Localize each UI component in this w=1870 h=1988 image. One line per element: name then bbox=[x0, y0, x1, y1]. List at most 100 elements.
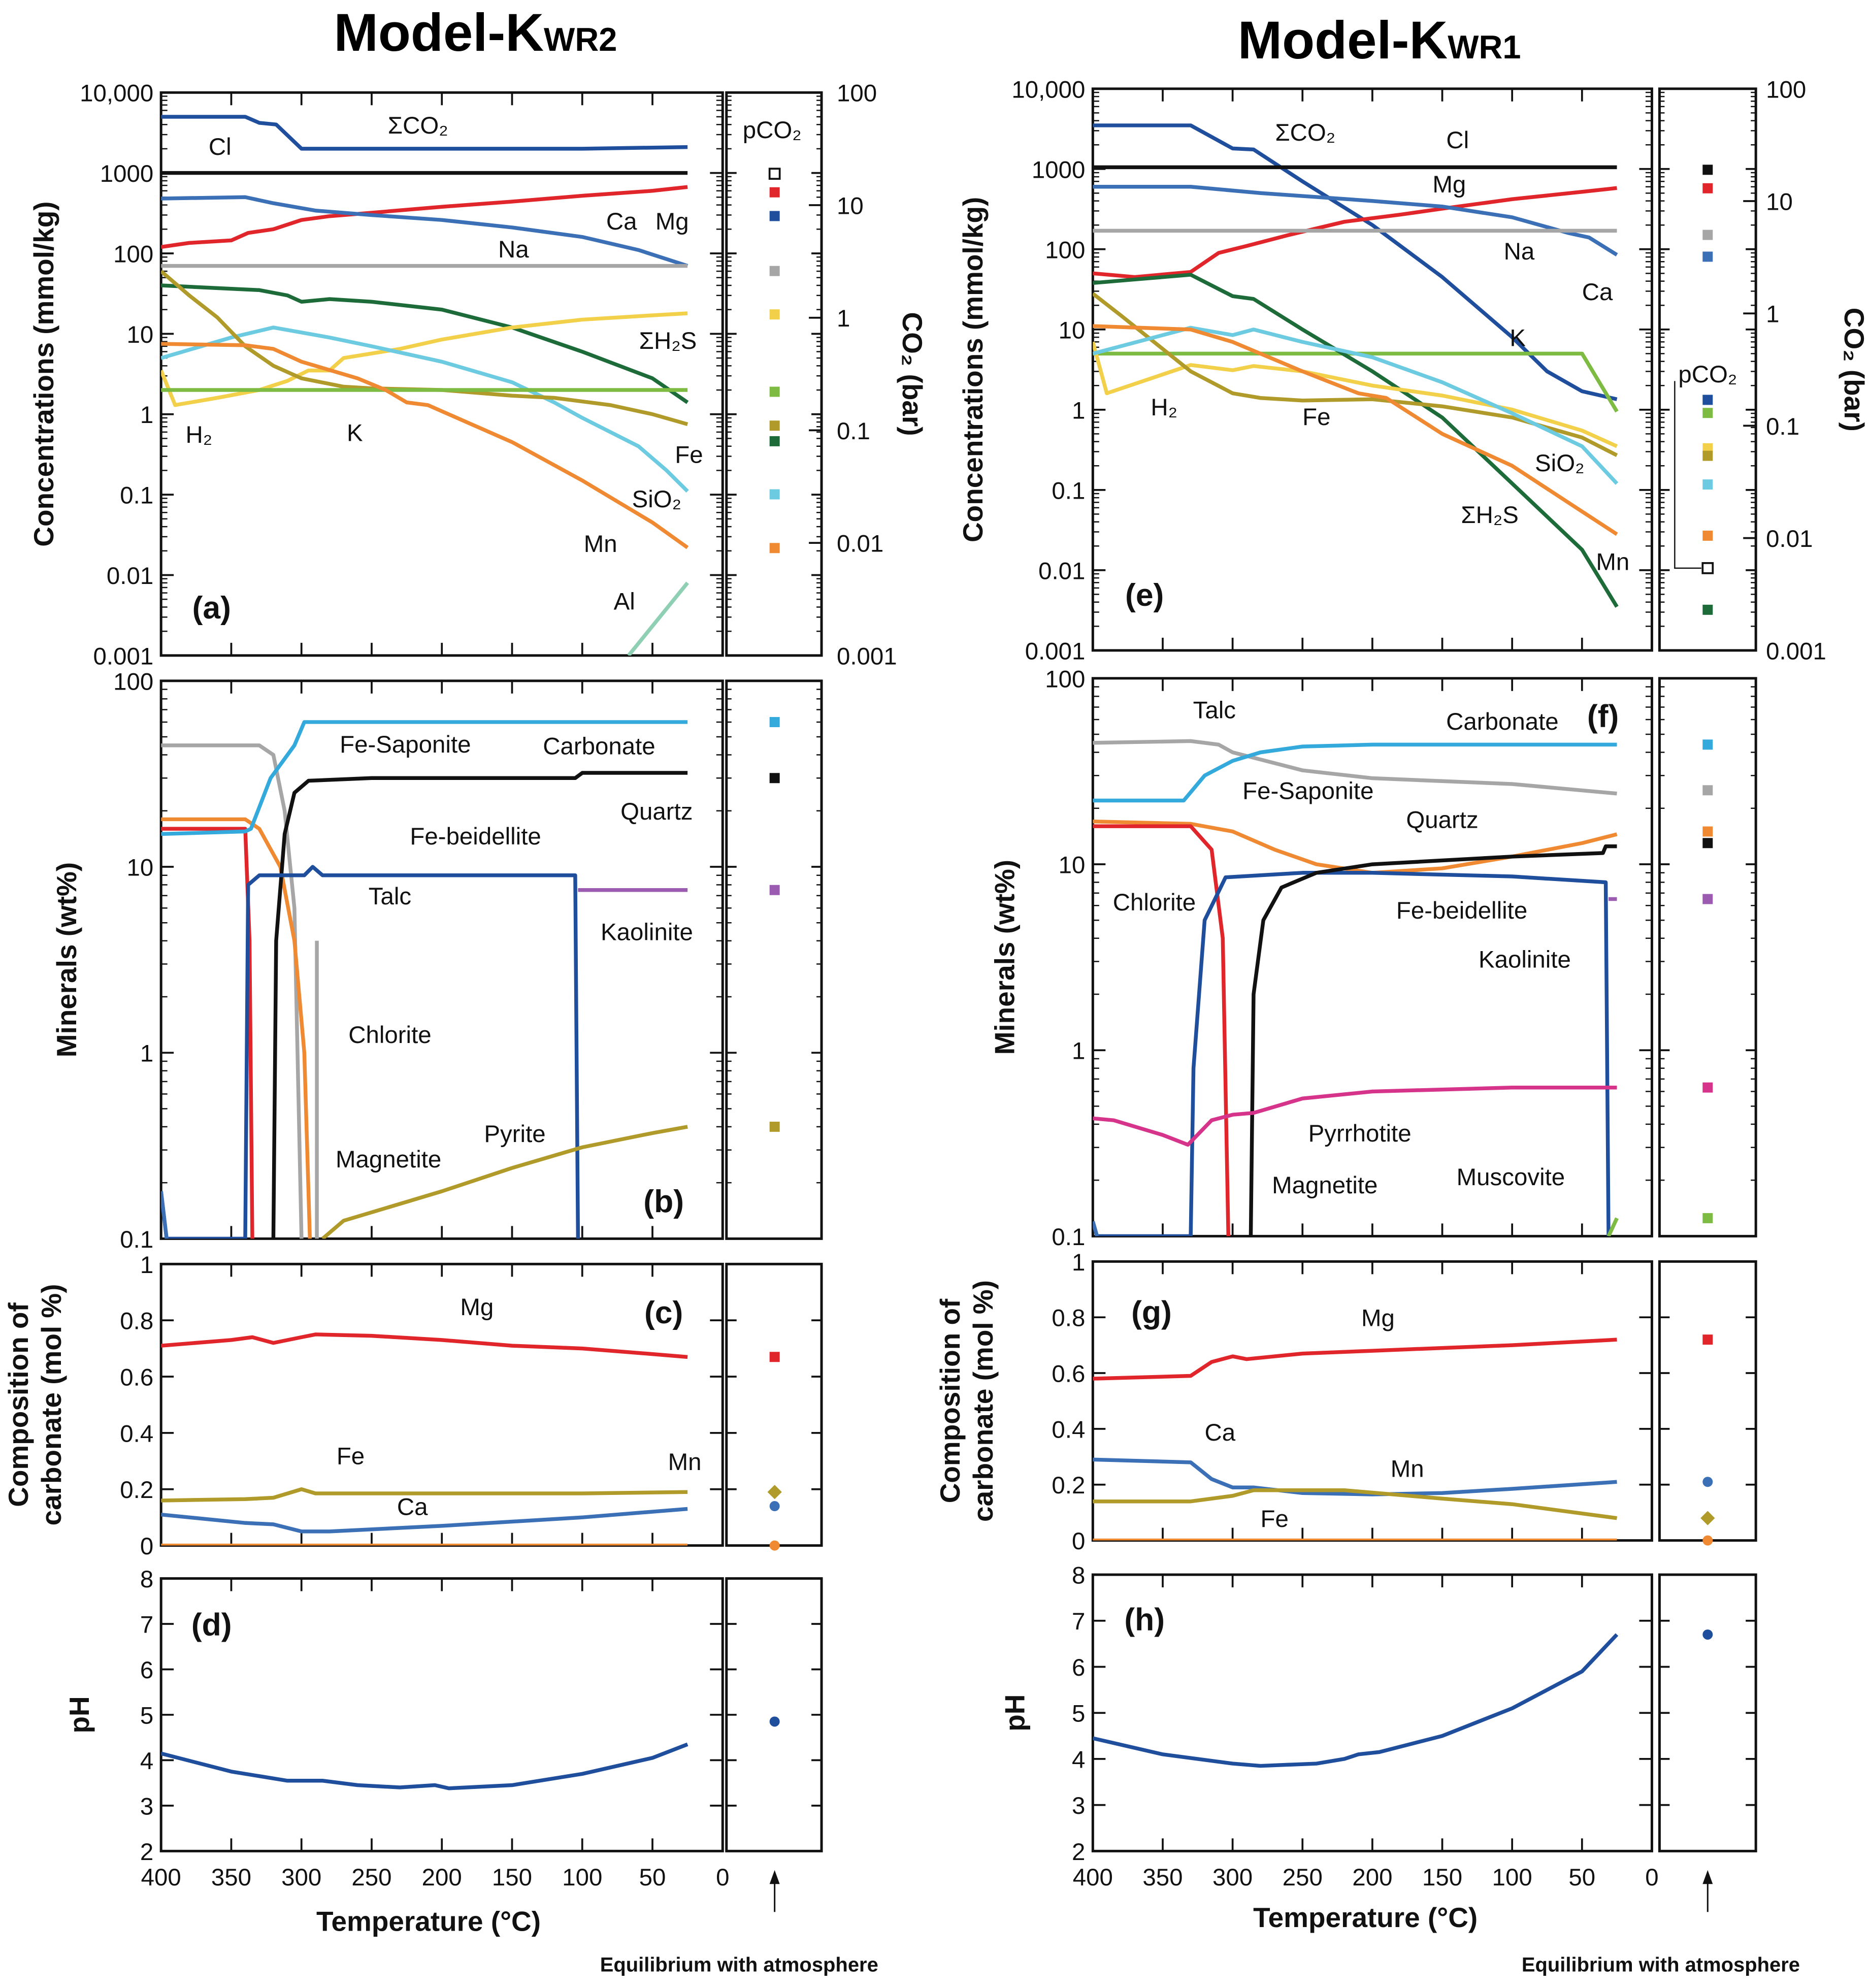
series-annotation: K bbox=[1510, 325, 1526, 352]
series-line-magnetite bbox=[161, 1191, 169, 1239]
side-marker-square bbox=[1702, 183, 1713, 193]
footer-note-left: Equilibrium with atmosphere bbox=[600, 1954, 878, 1976]
side-marker-square bbox=[769, 187, 780, 198]
side-marker-circle bbox=[1702, 1629, 1713, 1640]
footer-note-right: Equilibrium with atmosphere bbox=[1522, 1954, 1800, 1976]
series-annotation: ΣH₂S bbox=[639, 328, 697, 354]
side-panel-frame bbox=[725, 679, 823, 1240]
co2-tick-label: 100 bbox=[1766, 76, 1806, 103]
series-group bbox=[1093, 1633, 1619, 1768]
x-tick-label: 350 bbox=[1142, 1864, 1183, 1891]
y-tick-label: 0.001 bbox=[1025, 638, 1086, 665]
side-marker-diamond bbox=[767, 1485, 782, 1500]
series-line-mn bbox=[161, 342, 689, 549]
plot-frame bbox=[1091, 1573, 1653, 1852]
series-line-h- bbox=[161, 311, 688, 407]
series-line--h-s bbox=[1093, 273, 1619, 608]
series-annotation: Na bbox=[498, 236, 529, 263]
series-line--co- bbox=[161, 115, 688, 151]
x-tick-label: 250 bbox=[351, 1864, 391, 1891]
series-line--h-s bbox=[161, 283, 689, 404]
series-annotation: ΣCO₂ bbox=[388, 112, 448, 139]
co2-axis-label: CO₂ (bar) bbox=[1839, 308, 1870, 432]
series-line-mg bbox=[1093, 186, 1617, 279]
series-line-carbonate bbox=[161, 720, 688, 836]
plot-frame bbox=[159, 1577, 724, 1852]
series-line-talc bbox=[1093, 739, 1617, 796]
series-line-fe-beidellite bbox=[161, 865, 580, 1239]
side-marker-square bbox=[769, 717, 780, 728]
y-tick-label: 0.2 bbox=[1052, 1472, 1085, 1499]
y-tick-label: 0.1 bbox=[120, 1226, 153, 1253]
y-tick-label: 0.1 bbox=[120, 482, 153, 509]
arrow-head-icon bbox=[1702, 1870, 1713, 1884]
plot-frame bbox=[1091, 1260, 1653, 1542]
y-tick-label: 2 bbox=[1072, 1839, 1085, 1866]
side-marker-square bbox=[1702, 450, 1713, 461]
series-group bbox=[161, 720, 688, 1239]
side-panel-frame bbox=[725, 1577, 823, 1852]
side-marker-square bbox=[769, 885, 780, 895]
side-marker-square bbox=[1702, 894, 1713, 904]
side-marker-square bbox=[769, 386, 780, 397]
series-line-fe bbox=[161, 1487, 688, 1503]
y-tick-label: 100 bbox=[113, 668, 153, 695]
side-marker-square bbox=[769, 773, 780, 784]
panel-label: (h) bbox=[1124, 1602, 1165, 1638]
co2-tick-label: 0.001 bbox=[837, 643, 897, 670]
x-tick-label: 300 bbox=[1212, 1864, 1253, 1891]
co2-tick-label: 1 bbox=[1766, 301, 1779, 328]
panel-label: (a) bbox=[192, 590, 231, 626]
series-line-quartz bbox=[271, 771, 688, 1239]
series-annotation: Talc bbox=[369, 883, 411, 910]
co2-tick-label: 0.01 bbox=[1766, 526, 1813, 552]
x-tick-label: 150 bbox=[1422, 1864, 1462, 1891]
y-tick-label: 10 bbox=[1059, 852, 1086, 878]
co2-tick-label: 0.01 bbox=[837, 531, 883, 558]
series-annotation: Chlorite bbox=[1113, 889, 1196, 916]
series-annotation: Pyrrhotite bbox=[1308, 1120, 1412, 1147]
y-tick-label: 0 bbox=[1072, 1528, 1085, 1555]
side-marker-square bbox=[769, 543, 780, 553]
co2-tick-label: 0.1 bbox=[837, 418, 870, 445]
series-line-ca bbox=[161, 1507, 688, 1534]
title-left: Model-KWR2 bbox=[334, 3, 617, 62]
side-marker-square bbox=[769, 1121, 780, 1132]
co2-tick-label: 10 bbox=[1766, 188, 1793, 215]
pco2-label: pCO₂ bbox=[743, 117, 802, 144]
side-marker-square bbox=[769, 211, 780, 221]
panel-h: 400 350 300 250 200 150 100 50 0 2 3 4 5 6 7 8 pH (h) bbox=[999, 1562, 1757, 1912]
y-tick-label: 4 bbox=[1072, 1746, 1085, 1773]
series-line-ca bbox=[161, 195, 688, 268]
y-tick-label: 0.4 bbox=[120, 1420, 153, 1447]
y-axis-label: pH bbox=[999, 1694, 1031, 1732]
side-marker-square bbox=[769, 436, 780, 446]
y-tick-label: 1000 bbox=[100, 160, 154, 187]
series-annotation: Fe-beidellite bbox=[410, 823, 541, 850]
x-tick-label: 200 bbox=[422, 1864, 462, 1891]
side-marker-square bbox=[1702, 165, 1713, 175]
y-tick-label: 3 bbox=[140, 1793, 153, 1820]
co2-axis-label: CO₂ (bar) bbox=[897, 312, 928, 436]
y-tick-label: 8 bbox=[140, 1566, 153, 1593]
series-line-chlorite bbox=[1093, 824, 1231, 1236]
side-marker-square bbox=[1702, 1334, 1713, 1345]
series-line-mg bbox=[161, 1332, 688, 1359]
side-marker-square bbox=[1702, 826, 1713, 837]
series-annotation: Carbonate bbox=[1446, 708, 1558, 735]
series-annotation: Ca bbox=[1205, 1419, 1236, 1446]
side-marker-hollow-square bbox=[1701, 562, 1714, 574]
side-marker-square bbox=[769, 266, 780, 276]
y-tick-label: 1 bbox=[140, 1252, 153, 1279]
side-marker-square bbox=[1702, 395, 1713, 405]
y-tick-label: 0.1 bbox=[1052, 1224, 1085, 1251]
y-tick-label: 0.001 bbox=[93, 643, 154, 670]
series-annotation: Fe bbox=[337, 1443, 365, 1470]
series-line-ca bbox=[1093, 185, 1618, 257]
series-line-muscovite bbox=[1606, 1217, 1619, 1236]
series-annotation: Chlorite bbox=[348, 1022, 431, 1049]
side-marker-square bbox=[1702, 408, 1713, 418]
x-tick-label: 100 bbox=[562, 1864, 602, 1891]
y-tick-label: 5 bbox=[1072, 1701, 1085, 1728]
y-tick-label: 1 bbox=[140, 1040, 153, 1067]
